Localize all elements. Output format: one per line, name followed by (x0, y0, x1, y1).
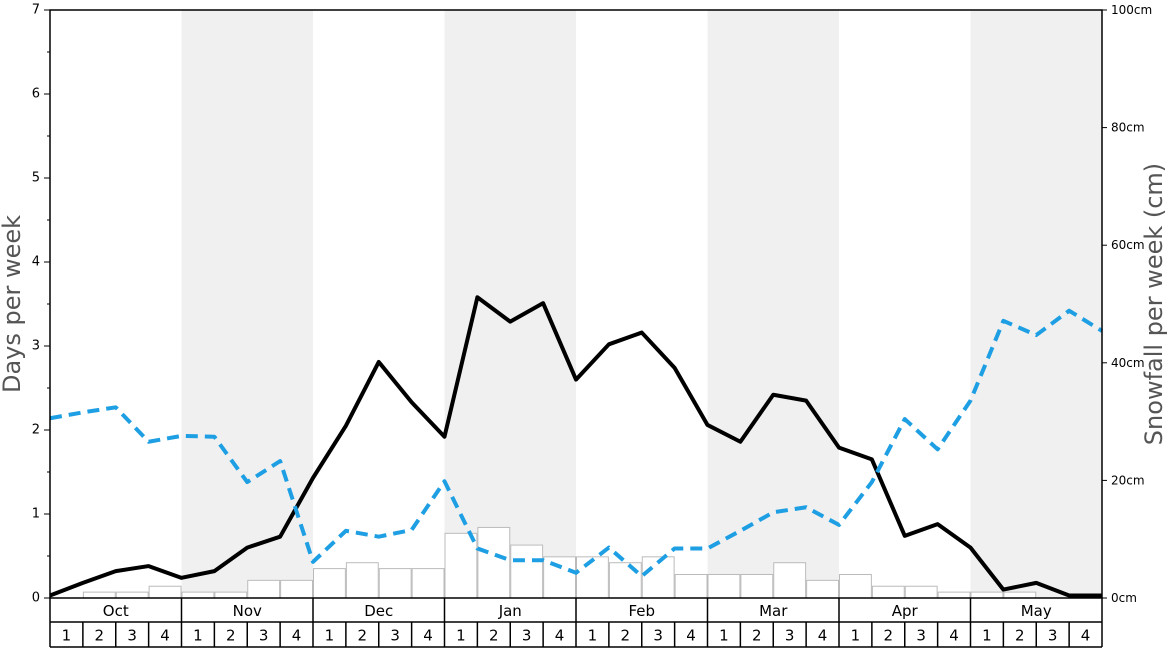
week-label: 1 (851, 627, 861, 645)
snowfall-bar (871, 585, 905, 599)
month-shade (444, 10, 576, 598)
week-label: 4 (1081, 627, 1091, 645)
week-label: 3 (259, 627, 269, 645)
month-label: Feb (628, 602, 655, 620)
left-tick-label: 1 (32, 507, 40, 522)
snowfall-bar (411, 568, 445, 599)
snowfall-bar (148, 585, 182, 599)
week-label: 2 (358, 627, 368, 645)
week-label: 2 (489, 627, 499, 645)
week-label: 2 (621, 627, 631, 645)
dashed-series-line (49, 308, 1104, 579)
snowfall-bar (214, 591, 248, 599)
right-tick-label: 40cm (1111, 356, 1145, 370)
month-label: Nov (233, 602, 262, 620)
week-label: 3 (785, 627, 795, 645)
right-tick-label: 80cm (1111, 121, 1145, 135)
week-label: 2 (226, 627, 236, 645)
snowfall-bar (1003, 591, 1037, 599)
left-tick-label: 0 (32, 591, 40, 606)
week-label: 1 (325, 627, 335, 645)
snowfall-bar (806, 579, 839, 599)
week-label: 3 (522, 627, 532, 645)
week-label: 2 (752, 627, 762, 645)
snowfall-bar (378, 568, 412, 599)
week-label: 4 (949, 627, 959, 645)
week-label: 4 (818, 627, 828, 645)
right-tick-label: 60cm (1111, 238, 1145, 252)
month-label: Dec (364, 602, 393, 620)
week-label: 1 (456, 627, 466, 645)
snowfall-bar (674, 573, 708, 599)
month-label: Jan (498, 602, 522, 620)
snowfall-bar (740, 573, 774, 599)
snowfall-bar (313, 568, 346, 599)
solid-series-line (49, 295, 1102, 598)
snowfall-bar (247, 579, 281, 599)
left-axis-label: Days per week (0, 215, 26, 393)
left-tick-label: 7 (32, 3, 40, 18)
right-axis-label: Snowfall per week (cm) (1140, 163, 1168, 445)
week-label: 1 (719, 627, 729, 645)
left-tick-label: 3 (32, 339, 40, 354)
week-label: 1 (982, 627, 992, 645)
week-label: 2 (95, 627, 105, 645)
left-tick-label: 5 (32, 171, 40, 186)
snowfall-bar (773, 562, 807, 599)
snowfall-bar (576, 556, 609, 599)
snowfall-bar (82, 591, 116, 599)
right-tick-label: 0cm (1111, 591, 1137, 605)
snowfall-bar (839, 573, 872, 599)
month-label: Oct (103, 602, 129, 620)
month-axis: Oct 1 2 3 4 Nov 1 2 3 4 Dec 1 2 3 4 Jan 1 2 3 4 Feb 1 2 3 4 Mar 1 2… (49, 598, 1103, 648)
snowfall-bar (937, 591, 971, 599)
week-label: 3 (653, 627, 663, 645)
month-label: Apr (892, 602, 919, 620)
snowfall-bar (280, 579, 313, 599)
snowfall-bar (181, 591, 215, 599)
right-tick-label: 100cm (1111, 3, 1152, 17)
week-label: 3 (916, 627, 926, 645)
left-tick-label: 4 (32, 255, 40, 270)
series-lines (49, 295, 1104, 598)
week-label: 3 (127, 627, 137, 645)
snowfall-bar (510, 544, 544, 599)
right-tick-label: 20cm (1111, 473, 1145, 487)
snowfall-bar (608, 562, 642, 599)
snowfall-bar (477, 526, 511, 599)
snowfall-bar (345, 562, 379, 599)
snowfall-bar (115, 591, 149, 599)
snowfall-bar (904, 585, 938, 599)
month-label: May (1021, 602, 1052, 620)
left-tick-label: 2 (32, 423, 40, 438)
week-label: 2 (884, 627, 894, 645)
week-label: 4 (686, 627, 696, 645)
week-label: 1 (62, 627, 72, 645)
snowfall-bar (707, 573, 741, 599)
week-label: 2 (1015, 627, 1025, 645)
month-shading (181, 10, 1102, 598)
month-shade (707, 10, 839, 598)
week-label: 4 (423, 627, 433, 645)
left-axis: 0 1 2 3 4 5 6 7 (32, 3, 50, 606)
week-label: 1 (193, 627, 203, 645)
week-label: 3 (390, 627, 400, 645)
week-label: 1 (588, 627, 598, 645)
right-axis: 0cm 20cm 40cm 60cm 80cm 100cm (1102, 3, 1152, 605)
week-label: 4 (555, 627, 565, 645)
week-label: 3 (1048, 627, 1058, 645)
snowfall-bar (543, 556, 576, 599)
month-label: Mar (759, 602, 788, 620)
left-tick-label: 6 (32, 87, 40, 102)
week-label: 4 (292, 627, 302, 645)
snowfall-bar (444, 532, 478, 599)
month-shade (970, 10, 1102, 598)
week-label: 4 (160, 627, 170, 645)
snowfall-bar (970, 591, 1004, 599)
